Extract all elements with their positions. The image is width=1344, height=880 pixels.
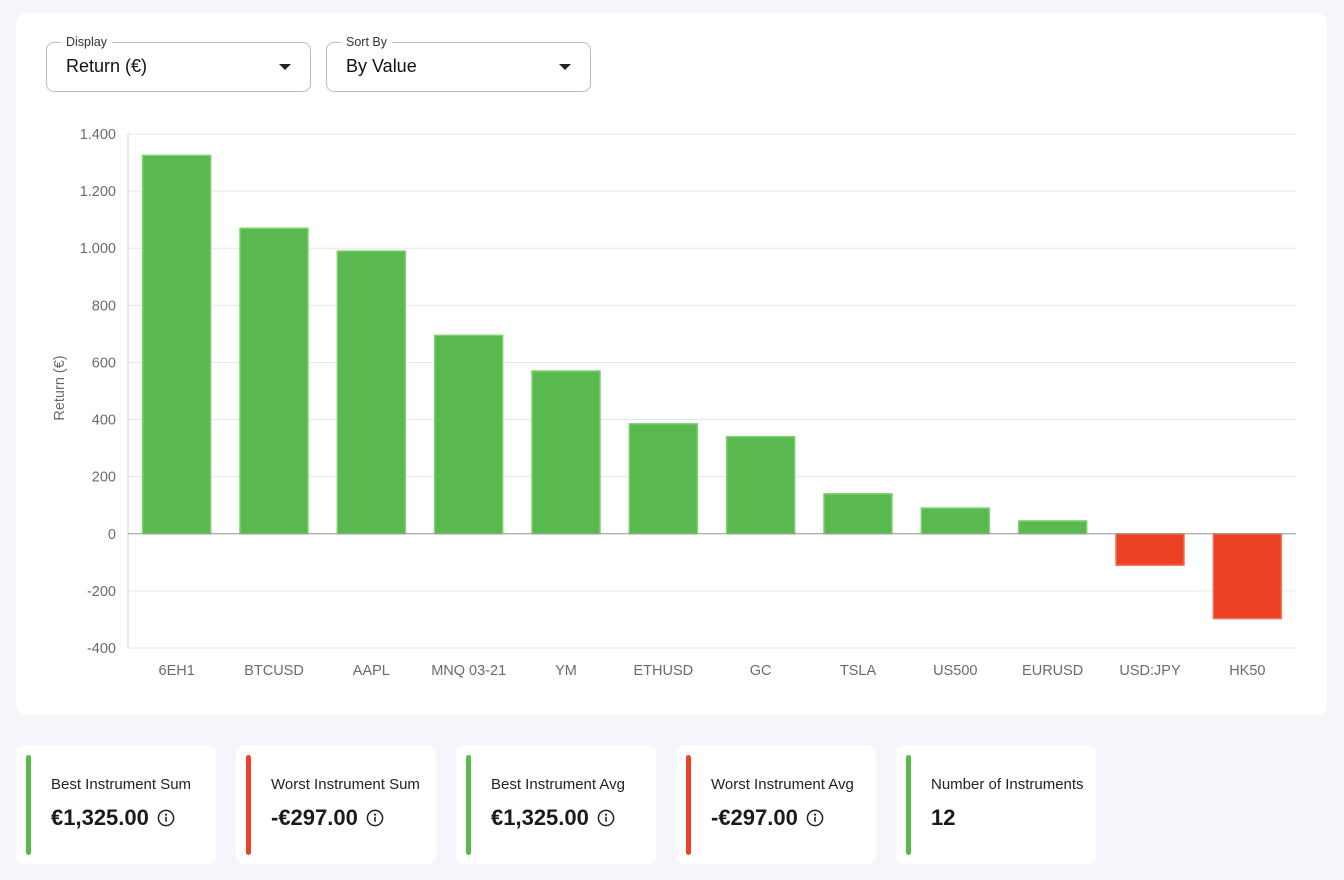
caret-down-icon	[279, 64, 291, 70]
sort-by-select-value: By Value	[346, 56, 417, 76]
stat-card-worst-instrument-avg: Worst Instrument Avg -€297.00	[676, 745, 876, 864]
x-tick-label: TSLA	[840, 663, 877, 679]
y-tick-label: 200	[92, 470, 116, 486]
y-tick-label: 400	[92, 413, 116, 429]
x-tick-label: USD:JPY	[1119, 663, 1181, 679]
stat-card-number-of-instruments: Number of Instruments 12	[896, 745, 1096, 864]
stat-label: Worst Instrument Sum	[271, 776, 420, 793]
stat-value: €1,325.00	[491, 805, 589, 830]
stat-card-worst-instrument-sum: Worst Instrument Sum -€297.00	[236, 745, 436, 864]
y-tick-label: 1.000	[80, 241, 116, 257]
status-indicator	[906, 755, 911, 855]
info-icon[interactable]	[157, 809, 175, 827]
y-tick-label: -400	[87, 641, 116, 657]
y-tick-label: 0	[108, 527, 116, 543]
stat-value: €1,325.00	[51, 805, 149, 830]
y-tick-label: 600	[92, 355, 116, 371]
x-tick-label: 6EH1	[159, 663, 195, 679]
bar[interactable]	[239, 227, 309, 535]
info-icon[interactable]	[806, 809, 824, 827]
status-indicator	[466, 755, 471, 855]
stat-label: Worst Instrument Avg	[711, 776, 854, 793]
y-tick-label: -200	[87, 584, 116, 600]
bar[interactable]	[823, 493, 893, 535]
x-tick-label: US500	[933, 663, 977, 679]
x-tick-label: YM	[555, 663, 577, 679]
stat-label: Best Instrument Sum	[51, 776, 192, 793]
x-tick-label: BTCUSD	[244, 663, 304, 679]
stat-label: Number of Instruments	[931, 776, 1084, 793]
bar[interactable]	[1017, 520, 1088, 535]
x-tick-label: AAPL	[353, 663, 390, 679]
stat-value: -€297.00	[271, 805, 358, 830]
display-select-legend: Display	[61, 35, 112, 50]
x-tick-label: GC	[750, 663, 772, 679]
bar[interactable]	[628, 423, 699, 535]
sort-by-select[interactable]: Sort By By Value	[326, 35, 591, 92]
info-icon[interactable]	[366, 809, 384, 827]
bar[interactable]	[920, 507, 991, 535]
bar[interactable]	[141, 154, 212, 535]
bar[interactable]	[531, 370, 601, 535]
stat-value-row: €1,325.00	[51, 805, 175, 831]
stat-value-row: -€297.00	[711, 805, 824, 831]
stat-label: Best Instrument Avg	[491, 776, 625, 793]
x-tick-label: EURUSD	[1022, 663, 1083, 679]
y-tick-label: 800	[92, 298, 116, 314]
status-indicator	[26, 755, 31, 855]
status-indicator	[246, 755, 251, 855]
stat-card-best-instrument-avg: Best Instrument Avg €1,325.00	[456, 745, 656, 864]
y-axis-title: Return (€)	[52, 355, 68, 420]
stat-card-best-instrument-sum: Best Instrument Sum €1,325.00	[16, 745, 216, 864]
status-indicator	[686, 755, 691, 855]
bar[interactable]	[725, 435, 796, 535]
bar[interactable]	[433, 334, 504, 535]
stat-value-row: €1,325.00	[491, 805, 615, 831]
x-tick-label: ETHUSD	[634, 663, 694, 679]
x-tick-label: HK50	[1229, 663, 1265, 679]
display-select[interactable]: Display Return (€)	[46, 35, 311, 92]
sort-by-select-legend: Sort By	[341, 35, 392, 50]
stat-value: -€297.00	[711, 805, 798, 830]
stat-value-row: 12	[931, 805, 955, 831]
bar[interactable]	[1115, 533, 1185, 566]
stat-value-row: -€297.00	[271, 805, 384, 831]
info-icon[interactable]	[597, 809, 615, 827]
y-tick-label: 1.200	[80, 184, 116, 200]
chart-card: Display Return (€) Sort By By Value 1.40…	[16, 13, 1327, 715]
y-tick-label: 1.400	[80, 127, 116, 143]
bar[interactable]	[336, 250, 407, 535]
stat-value: 12	[931, 805, 956, 830]
display-select-value: Return (€)	[66, 56, 148, 76]
bar[interactable]	[1212, 533, 1283, 620]
caret-down-icon	[559, 64, 571, 70]
x-tick-label: MNQ 03-21	[431, 663, 506, 679]
return-bar-chart: 1.400 1.200 1.000 800 600 400 200 0 -200 -400 Retu…	[52, 127, 1296, 679]
